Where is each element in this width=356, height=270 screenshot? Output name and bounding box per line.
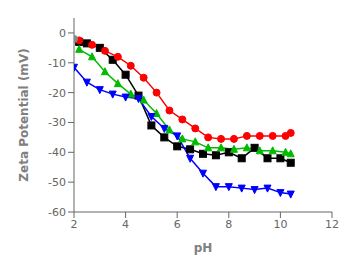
svg-text:4: 4 (122, 218, 129, 231)
svg-text:0: 0 (59, 27, 66, 40)
svg-text:-20: -20 (48, 87, 66, 100)
svg-text:2: 2 (71, 218, 78, 231)
svg-text:-50: -50 (48, 176, 66, 189)
svg-text:pH: pH (194, 241, 213, 255)
svg-text:12: 12 (325, 218, 339, 231)
svg-text:Zeta Potential (mV): Zeta Potential (mV) (17, 48, 31, 181)
svg-text:10: 10 (273, 218, 287, 231)
svg-text:-40: -40 (48, 146, 66, 159)
svg-text:8: 8 (225, 218, 232, 231)
svg-text:-30: -30 (48, 116, 66, 129)
svg-text:-10: -10 (48, 57, 66, 70)
svg-text:-60: -60 (48, 206, 66, 219)
svg-text:6: 6 (174, 218, 181, 231)
